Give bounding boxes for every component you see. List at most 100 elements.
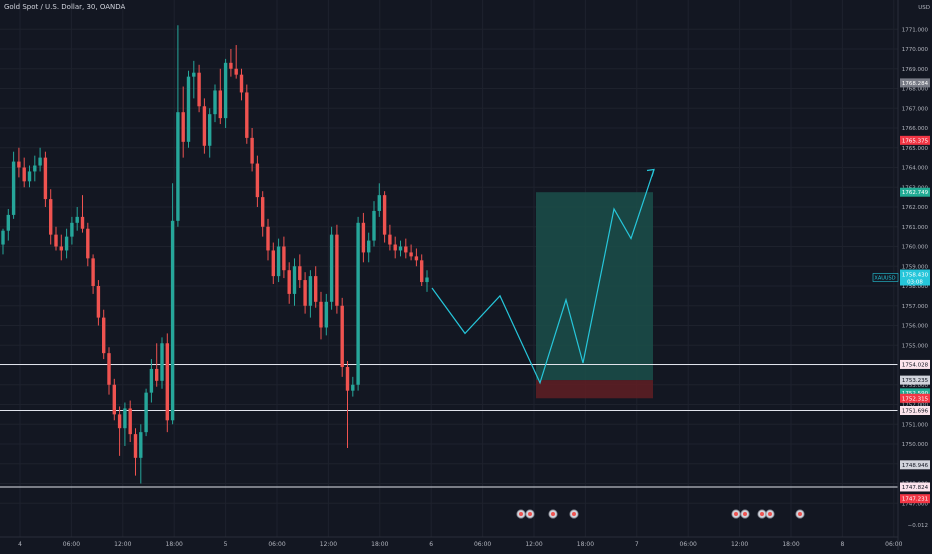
candle-body — [186, 76, 191, 142]
candle-body — [377, 195, 381, 211]
candle-body — [6, 214, 10, 231]
candle-body — [43, 157, 48, 200]
economic-event-dot — [528, 512, 532, 516]
bar-countdown-text: 03:08 — [907, 280, 923, 286]
time-tick-label: 12:00 — [731, 541, 748, 548]
price-tick-label: 1765.000 — [902, 146, 929, 152]
candle-body — [367, 240, 371, 253]
candle-body — [128, 408, 132, 435]
candle-body — [409, 252, 413, 257]
time-tick-label: 06:00 — [63, 541, 80, 548]
price-label-tag — [900, 494, 930, 504]
time-tick-label: 6 — [429, 541, 433, 548]
time-axis[interactable]: 4 06:00 12:00 18:00 5 06:00 12:00 18:00 6 06:00 12… — [18, 541, 903, 548]
candle-body — [80, 216, 85, 229]
price-tick-label: 1768.000 — [902, 87, 929, 93]
economic-event-dot — [768, 512, 772, 516]
position-tool[interactable] — [536, 192, 653, 399]
price-label-tag — [900, 135, 930, 145]
candle-body — [49, 199, 53, 235]
candle-body — [17, 161, 21, 168]
candle-body — [223, 62, 228, 119]
candle-body — [319, 301, 323, 328]
time-tick-label: 7 — [635, 541, 639, 548]
price-label-tag — [900, 187, 930, 197]
time-tick-label: 18:00 — [577, 541, 594, 548]
price-label-tag — [900, 406, 930, 416]
grid-lines — [0, 0, 898, 537]
price-tick-label: 1747.000 — [902, 501, 929, 507]
candle-body — [229, 62, 233, 69]
economic-event-dot — [572, 512, 576, 516]
candle-body — [404, 246, 408, 253]
candle-body — [160, 343, 164, 381]
time-tick-label: 4 — [18, 541, 22, 548]
candle-body — [425, 277, 429, 283]
candle-body — [192, 72, 196, 77]
time-tick-label: 8 — [840, 541, 844, 548]
economic-event-dot — [519, 512, 523, 516]
candle-body — [38, 157, 42, 166]
candle-body — [329, 234, 334, 302]
candle-body — [213, 90, 217, 115]
candle-body — [155, 368, 159, 381]
candle-body — [176, 112, 180, 221]
time-tick-label: 18:00 — [166, 541, 183, 548]
candle-body — [261, 197, 265, 227]
candle-body — [22, 167, 26, 182]
candle-body — [133, 434, 138, 458]
candle-body — [239, 74, 244, 93]
candle-body — [245, 92, 249, 138]
candle-body — [202, 106, 207, 146]
projection-arrowhead — [646, 168, 655, 177]
price-tick-label: 1750.000 — [902, 442, 929, 448]
candle-body — [303, 280, 307, 306]
candle-body — [276, 246, 281, 277]
candle-body — [266, 226, 270, 251]
time-tick-label: 18:00 — [782, 541, 799, 548]
candles — [1, 25, 429, 484]
candle-body — [170, 220, 175, 421]
economic-event-dot — [743, 512, 747, 516]
price-tick-label: 1767.000 — [902, 106, 929, 112]
symbol-title[interactable]: Gold Spot / U.S. Dollar, 30, OANDA — [4, 3, 126, 11]
candle-body — [393, 244, 397, 251]
candle-body — [117, 414, 122, 429]
price-tick-label: 1755.000 — [902, 343, 929, 349]
candle-body — [398, 246, 403, 251]
candle-body — [123, 408, 127, 429]
candle-body — [292, 266, 297, 294]
price-tick-label: 1769.000 — [902, 67, 929, 73]
candle-body — [112, 384, 116, 415]
candle-body — [102, 317, 106, 354]
candle-body — [282, 246, 286, 271]
candle-body — [197, 72, 201, 107]
price-tick-label: 1758.000 — [902, 284, 929, 290]
candle-body — [351, 384, 355, 391]
target-zone — [536, 192, 653, 381]
current-price-text: 1758.430 — [902, 273, 929, 279]
price-tick-label: 1759.000 — [902, 264, 929, 270]
price-tick-label: 1752.000 — [902, 403, 929, 409]
candle-body — [335, 234, 339, 306]
candle-body — [255, 163, 260, 198]
candle-body — [361, 222, 366, 253]
candle-body — [54, 234, 58, 247]
projection-path[interactable] — [431, 168, 655, 385]
candle-body — [372, 210, 376, 241]
projection-line — [431, 169, 655, 385]
price-label-tag — [900, 460, 930, 470]
candle-body — [181, 112, 185, 142]
time-tick-label: 12:00 — [114, 541, 131, 548]
price-tick-label: 1753.000 — [902, 383, 929, 389]
candle-body — [70, 222, 74, 237]
candle-body — [64, 236, 69, 251]
event-markers[interactable] — [516, 509, 805, 519]
price-tick-label: 1770.000 — [902, 47, 929, 53]
candle-body — [414, 256, 419, 261]
horizontal-lines[interactable] — [0, 363, 898, 488]
candle-body — [356, 222, 360, 385]
